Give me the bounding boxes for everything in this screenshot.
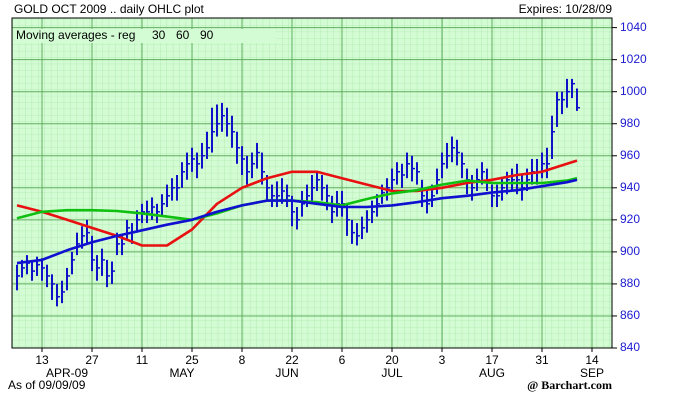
y-tick-label: 960	[620, 148, 640, 162]
month-label: SEP	[580, 366, 604, 380]
month-label: JUL	[381, 366, 403, 380]
source: @ Barchart.com	[527, 378, 612, 392]
y-tick-label: 840	[620, 340, 640, 354]
x-tick-label: 6	[339, 353, 346, 367]
x-tick-label: 3	[439, 353, 446, 367]
y-tick-label: 880	[620, 276, 640, 290]
legend-entry: 60	[176, 28, 190, 42]
x-tick-label: 20	[385, 353, 399, 367]
moving-average-line	[16, 178, 578, 265]
month-label: MAY	[169, 366, 194, 380]
y-tick-label: 920	[620, 212, 640, 226]
x-tick-label: 27	[85, 353, 99, 367]
x-tick-label: 31	[535, 353, 549, 367]
x-tick-label: 14	[585, 353, 599, 367]
plot-border	[11, 17, 613, 349]
legend-title: Moving averages - reg	[16, 28, 135, 42]
chart-title: GOLD OCT 2009 .. daily OHLC plot	[14, 2, 205, 16]
x-tick-label: 13	[35, 353, 49, 367]
x-tick-label: 17	[485, 353, 499, 367]
marks	[16, 78, 580, 307]
month-label: APR-09	[46, 366, 88, 380]
x-tick-label: 25	[185, 353, 199, 367]
expires: Expires: 10/28/09	[519, 2, 613, 16]
x-tick-label: 11	[136, 353, 149, 367]
as-of: As of 09/09/09	[8, 378, 86, 392]
y-tick-label: 940	[620, 180, 640, 194]
y-tick-label: 1020	[620, 52, 647, 66]
legend-entry: 90	[200, 28, 214, 42]
legend-entry: 30	[152, 28, 166, 42]
x-tick-label: 8	[239, 353, 246, 367]
month-label: AUG	[479, 366, 505, 380]
y-tick-label: 900	[620, 244, 640, 258]
y-tick-label: 1040	[620, 20, 647, 34]
month-label: JUN	[275, 366, 298, 380]
legend-bg	[14, 29, 276, 43]
x-tick-label: 22	[285, 353, 299, 367]
moving-average-line	[16, 159, 578, 247]
y-tick-label: 860	[620, 308, 640, 322]
y-tick-label: 1000	[620, 84, 647, 98]
y-tick-label: 980	[620, 116, 640, 130]
